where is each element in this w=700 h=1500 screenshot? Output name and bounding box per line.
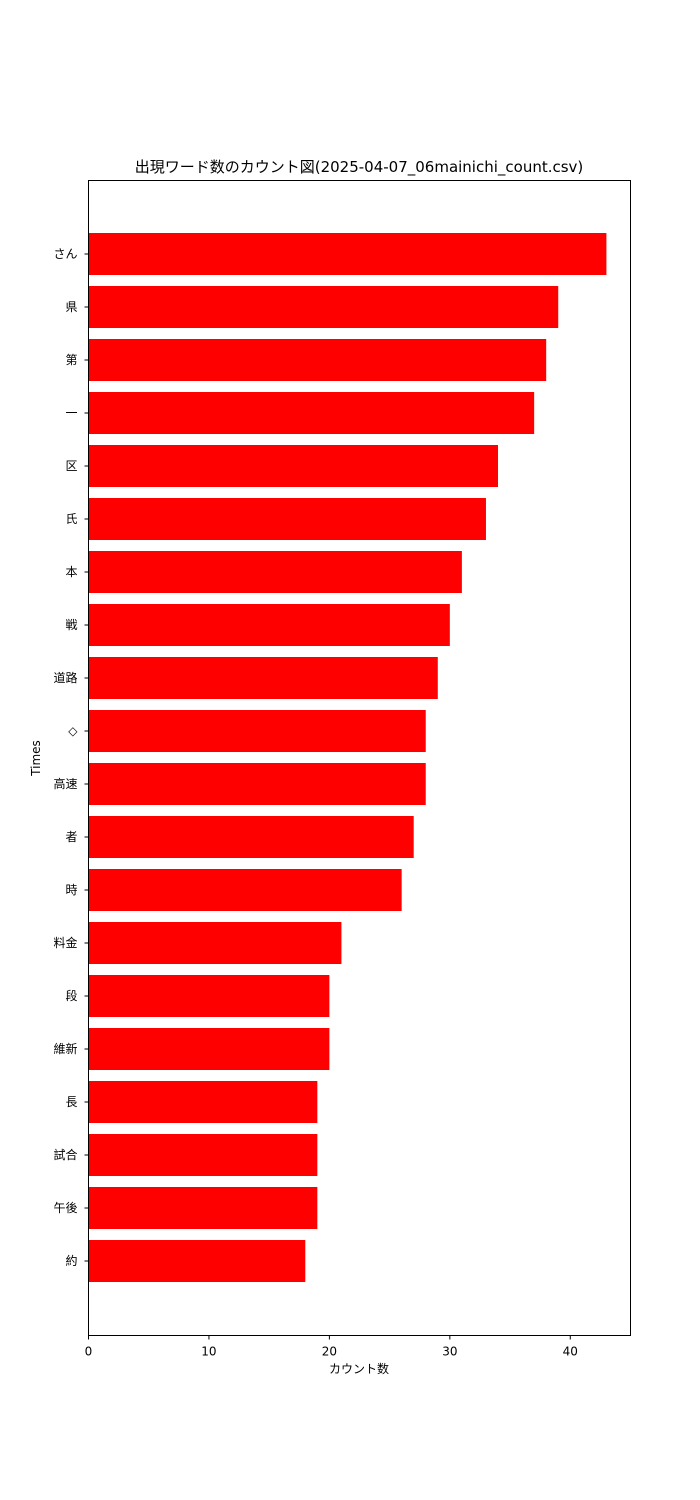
x-tick-label: 10: [201, 1345, 216, 1359]
y-tick-label: 維新: [53, 1041, 77, 1056]
bar: [88, 1187, 318, 1229]
bar: [88, 604, 450, 646]
y-tick-label: 試合: [53, 1147, 77, 1162]
x-tick-label: 20: [322, 1345, 337, 1359]
y-tick-label: さん: [53, 247, 77, 261]
bar: [88, 710, 426, 752]
bar: [88, 763, 426, 805]
bar: [88, 922, 342, 964]
y-tick-label: 時: [65, 883, 77, 897]
y-tick-label: 長: [65, 1095, 77, 1109]
plot-frame: [88, 180, 631, 1336]
bar: [88, 1081, 318, 1123]
y-tick-label: 午後: [53, 1201, 77, 1215]
y-tick-label: 道路: [53, 670, 77, 685]
y-axis-label: Times: [29, 740, 43, 777]
bar: [88, 816, 414, 858]
y-tick-label: 県: [65, 300, 77, 314]
y-tick-label: 高速: [53, 776, 77, 791]
bar: [88, 498, 486, 540]
bar: [88, 975, 330, 1017]
y-tick-label: 段: [65, 988, 77, 1003]
y-tick-label: 氏: [65, 512, 77, 526]
bar: [88, 1028, 330, 1070]
bars-group: [88, 233, 607, 1282]
bar: [88, 392, 535, 434]
bar: [88, 339, 547, 381]
y-tick-label: 戦: [65, 618, 77, 632]
y-tick-label: 区: [65, 459, 77, 473]
y-tick-label: 第: [65, 353, 77, 367]
y-tick-label: 約: [65, 1253, 77, 1268]
x-axis-ticks: 0 10 20 30 40: [85, 1335, 578, 1359]
y-tick-label: 者: [65, 830, 77, 844]
x-tick-label: 30: [442, 1345, 457, 1359]
bar: [88, 445, 499, 487]
x-axis-label: カウント数: [329, 1361, 389, 1376]
y-tick-label: 本: [65, 565, 77, 579]
bar: [88, 869, 402, 911]
bar: [88, 551, 462, 593]
y-tick-label: 料金: [53, 935, 77, 950]
bar: [88, 1240, 306, 1282]
bar: [88, 1134, 318, 1176]
chart-title: 出現ワード数のカウント図(2025-04-07_06mainichi_count…: [135, 158, 584, 177]
bar: [88, 286, 559, 328]
y-tick-label: ◇: [68, 724, 78, 738]
bar: [88, 233, 607, 275]
x-tick-label: 40: [563, 1345, 578, 1359]
y-tick-label: 一: [65, 406, 77, 420]
bar: [88, 657, 438, 699]
x-tick-label: 0: [85, 1345, 93, 1359]
